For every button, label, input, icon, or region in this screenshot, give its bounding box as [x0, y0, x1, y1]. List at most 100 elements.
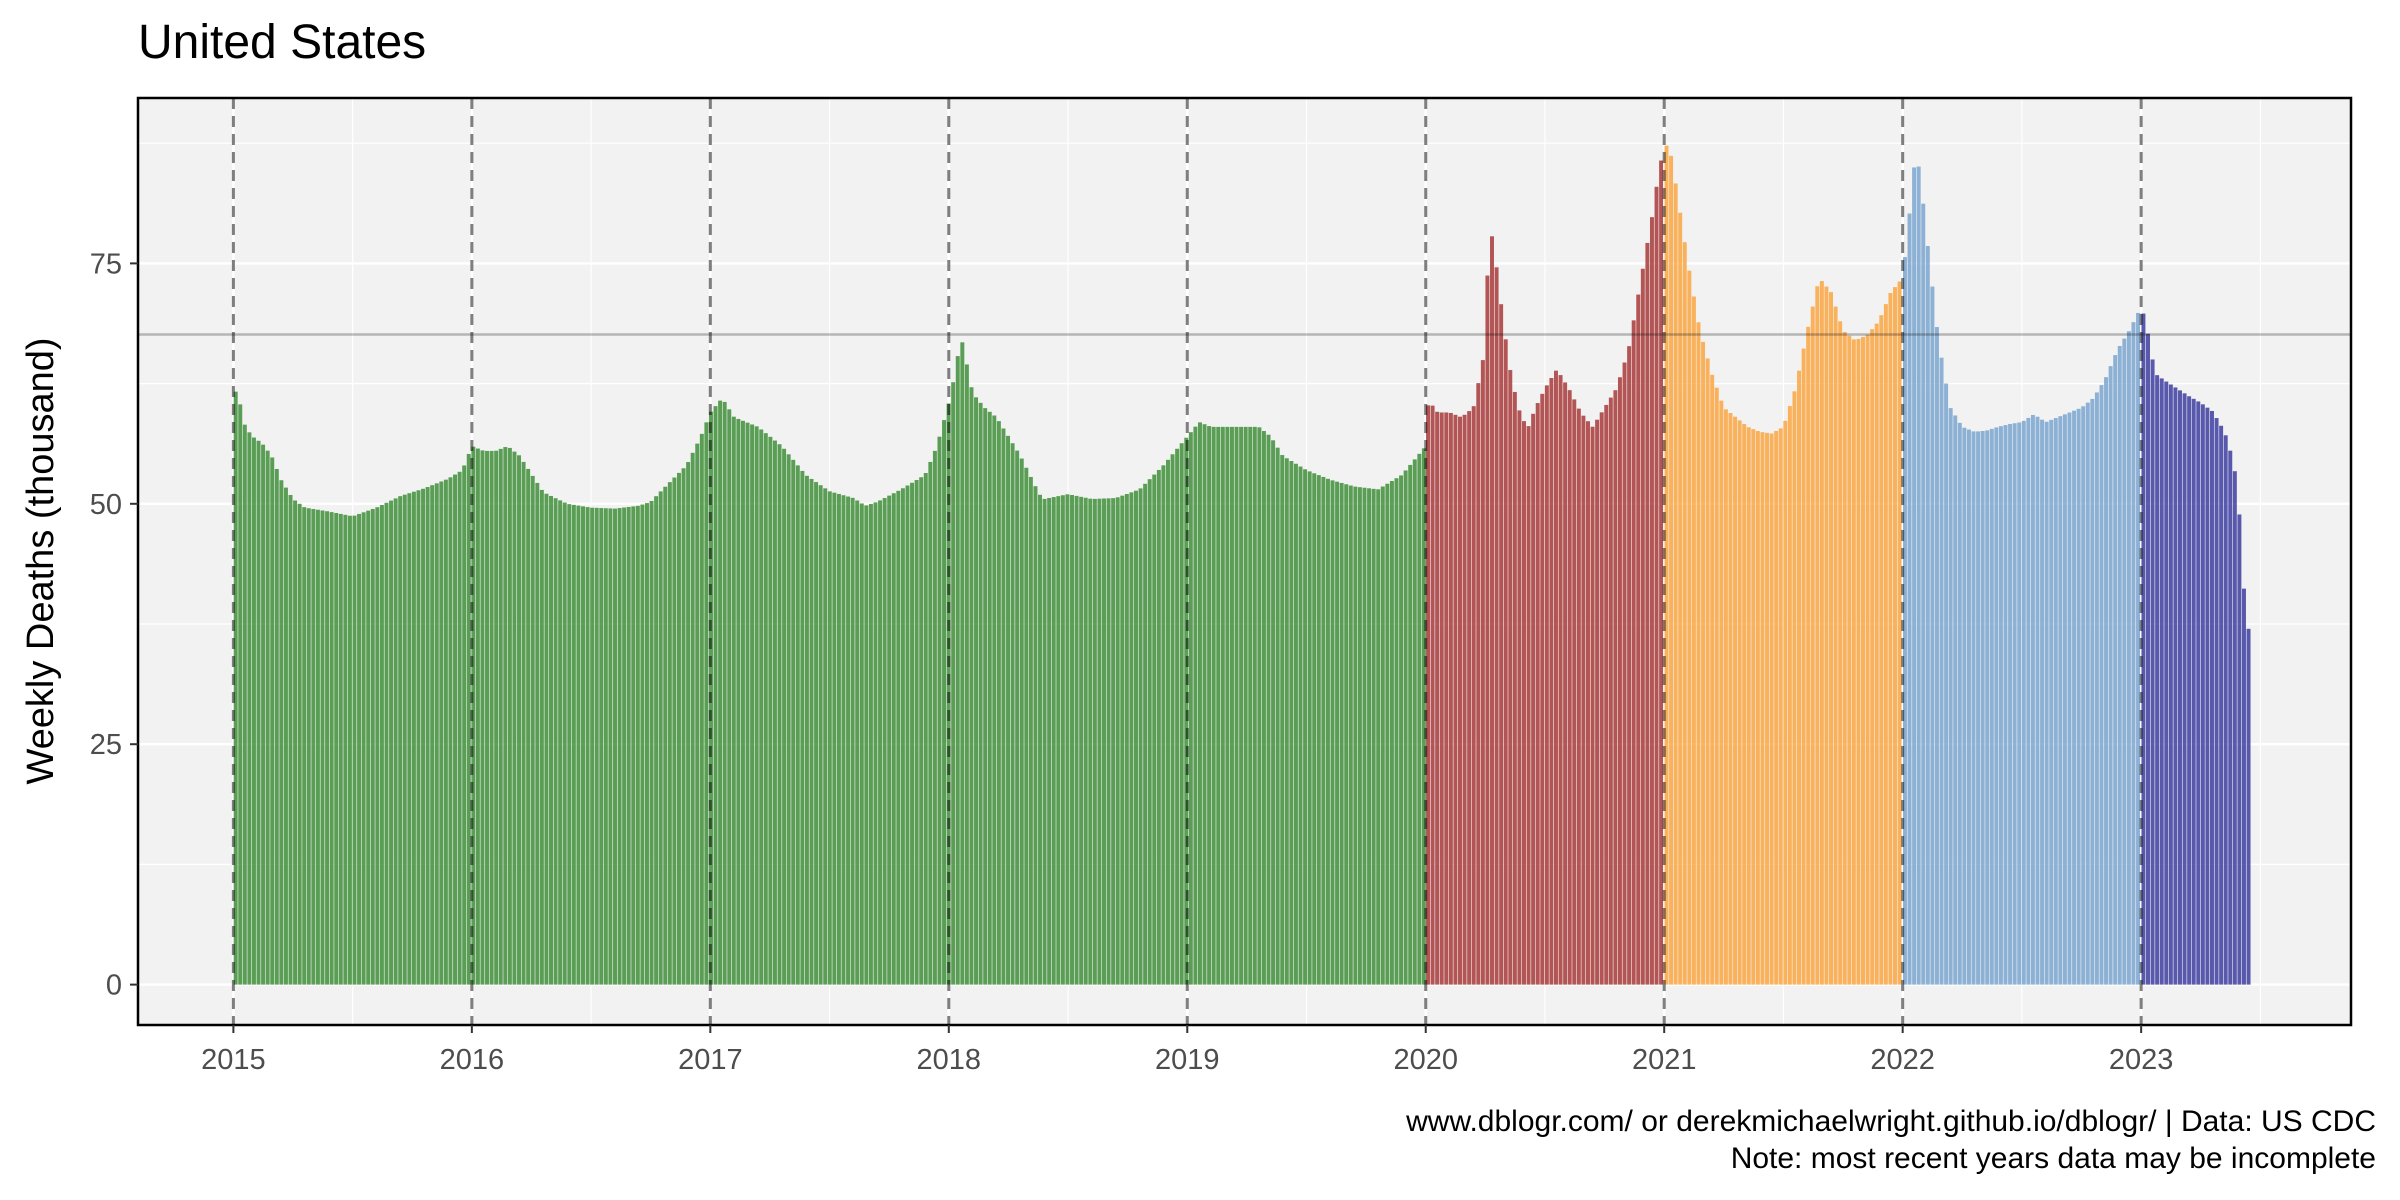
- bar: [1042, 498, 1047, 985]
- bar: [1746, 427, 1751, 985]
- bar: [1944, 383, 1949, 985]
- bar: [626, 506, 631, 985]
- x-tick-label: 2022: [1870, 1044, 1935, 1076]
- x-tick-label: 2015: [201, 1044, 266, 1076]
- bar: [1074, 495, 1079, 985]
- bar: [955, 356, 960, 985]
- bars: [233, 145, 2251, 985]
- bar: [900, 488, 905, 985]
- bar: [800, 470, 805, 985]
- bar: [2241, 588, 2246, 985]
- bar: [2150, 359, 2155, 985]
- bar: [974, 397, 979, 985]
- bar: [402, 494, 407, 985]
- bar: [1216, 426, 1221, 985]
- bar: [1874, 323, 1879, 985]
- bar: [1897, 281, 1902, 985]
- bar: [1865, 334, 1870, 985]
- bar: [1499, 304, 1504, 985]
- bar: [1888, 293, 1893, 985]
- bar: [910, 482, 915, 985]
- bar: [475, 448, 480, 985]
- bar: [914, 479, 919, 985]
- bar: [1810, 306, 1815, 985]
- bar: [1558, 375, 1563, 985]
- bar: [462, 465, 467, 985]
- bar: [507, 447, 512, 985]
- bar: [571, 504, 576, 985]
- bar: [1015, 450, 1020, 985]
- bar: [987, 411, 992, 985]
- bar: [919, 477, 924, 985]
- bar: [466, 453, 471, 985]
- bar: [2223, 435, 2228, 985]
- bar: [453, 474, 458, 985]
- bar: [736, 418, 741, 985]
- bar: [407, 493, 412, 985]
- bar: [2108, 366, 2113, 985]
- bar: [1303, 469, 1308, 985]
- bar: [1207, 426, 1212, 985]
- bar: [1678, 212, 1683, 985]
- bar: [1723, 409, 1728, 985]
- bar: [325, 511, 330, 985]
- bar: [1453, 414, 1458, 985]
- x-axis: 2015 2016 2017 2018 2019 2020 2021 2022 2023: [201, 1025, 2173, 1076]
- bar: [645, 503, 649, 985]
- bar: [654, 496, 659, 985]
- bar: [247, 432, 252, 985]
- bar: [1976, 431, 1981, 985]
- bar: [562, 502, 567, 985]
- bar: [1613, 390, 1618, 985]
- x-tick-label: 2023: [2109, 1044, 2174, 1076]
- bar: [526, 468, 531, 985]
- bar: [535, 482, 540, 985]
- bar: [1604, 404, 1609, 985]
- bar: [1193, 426, 1198, 985]
- bar: [1989, 428, 1994, 985]
- bar: [1774, 430, 1779, 985]
- bar: [617, 508, 622, 985]
- y-tick-label: 75: [90, 248, 122, 280]
- bar: [1426, 405, 1431, 985]
- bar: [1335, 481, 1340, 985]
- bar: [1526, 426, 1531, 985]
- bar: [1399, 475, 1404, 985]
- bar: [1742, 424, 1747, 985]
- bar: [1458, 416, 1462, 985]
- bar: [265, 450, 270, 985]
- bar: [1544, 385, 1549, 985]
- bar: [238, 404, 243, 985]
- bar: [1111, 498, 1116, 985]
- bar: [2155, 375, 2160, 985]
- bar: [1980, 431, 1985, 985]
- bar: [1517, 410, 1522, 985]
- bar: [740, 420, 745, 985]
- chart-title: United States: [138, 16, 426, 69]
- bar: [274, 468, 279, 985]
- bar: [814, 482, 819, 985]
- bar: [1870, 329, 1875, 985]
- bar: [2003, 425, 2008, 985]
- bar: [663, 486, 668, 985]
- bar: [905, 485, 910, 985]
- bar: [960, 342, 965, 985]
- bar: [1682, 242, 1687, 985]
- bar: [1842, 332, 1847, 985]
- bar: [1330, 480, 1335, 985]
- bar: [786, 454, 791, 985]
- bar: [1129, 492, 1134, 985]
- bar: [544, 493, 549, 985]
- bar: [1448, 412, 1453, 985]
- bar: [695, 443, 700, 985]
- bar: [251, 437, 256, 985]
- caption-note: Note: most recent years data may be inco…: [1731, 1142, 2376, 1175]
- bar: [1490, 236, 1494, 985]
- bar: [1120, 495, 1125, 985]
- bar: [827, 491, 832, 985]
- bar: [1998, 426, 2003, 985]
- bar: [1430, 405, 1435, 985]
- bar: [791, 459, 796, 985]
- bar: [1631, 320, 1636, 985]
- bar: [1554, 370, 1558, 985]
